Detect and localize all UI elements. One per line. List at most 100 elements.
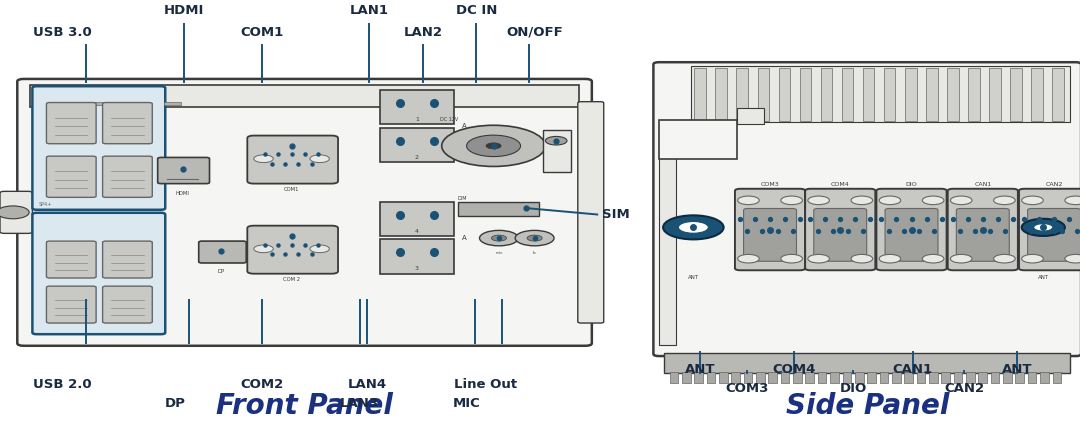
Bar <box>1052 68 1064 121</box>
Text: CAN1: CAN1 <box>974 181 991 187</box>
Bar <box>757 68 769 121</box>
Bar <box>966 372 974 383</box>
Circle shape <box>0 206 29 219</box>
Circle shape <box>254 155 273 163</box>
Bar <box>954 372 962 383</box>
Bar <box>818 372 826 383</box>
Circle shape <box>663 215 724 239</box>
Text: LAN1: LAN1 <box>350 4 389 17</box>
Text: 2: 2 <box>415 155 419 160</box>
FancyBboxPatch shape <box>247 136 338 184</box>
Circle shape <box>738 254 759 263</box>
Bar <box>781 372 789 383</box>
Circle shape <box>851 254 873 263</box>
Bar <box>458 202 539 216</box>
Text: mic: mic <box>496 251 502 255</box>
Circle shape <box>467 135 521 157</box>
Text: COM 2: COM 2 <box>283 277 300 282</box>
Text: HDMI: HDMI <box>176 191 189 196</box>
FancyBboxPatch shape <box>103 286 152 323</box>
Bar <box>947 68 959 121</box>
Text: LAN4: LAN4 <box>348 378 387 391</box>
Bar <box>380 202 454 236</box>
Circle shape <box>879 254 901 263</box>
Text: DC 12V: DC 12V <box>440 117 458 122</box>
Text: Front Panel: Front Panel <box>216 392 393 420</box>
Bar <box>756 372 765 383</box>
Text: 1: 1 <box>415 117 419 122</box>
Circle shape <box>310 245 329 253</box>
Bar <box>681 372 690 383</box>
Text: COM4: COM4 <box>772 363 815 375</box>
Text: COM1: COM1 <box>284 187 299 192</box>
Text: DIO: DIO <box>906 181 917 187</box>
Circle shape <box>738 196 759 205</box>
Bar <box>904 372 913 383</box>
Bar <box>769 372 778 383</box>
FancyBboxPatch shape <box>806 189 876 270</box>
Bar <box>1053 372 1062 383</box>
Bar <box>779 68 791 121</box>
FancyBboxPatch shape <box>814 208 867 261</box>
Bar <box>968 68 980 121</box>
Circle shape <box>491 235 507 241</box>
Bar <box>879 372 888 383</box>
Text: Side Panel: Side Panel <box>785 392 949 420</box>
Text: USB 2.0: USB 2.0 <box>33 378 92 391</box>
Bar <box>719 372 728 383</box>
Bar <box>892 372 901 383</box>
Text: DP: DP <box>218 269 225 274</box>
Text: ON/OFF: ON/OFF <box>507 26 563 39</box>
Bar <box>664 353 1070 373</box>
Bar <box>841 68 853 121</box>
Circle shape <box>781 254 802 263</box>
Bar <box>706 372 715 383</box>
Bar <box>543 130 571 172</box>
Bar <box>715 68 727 121</box>
Text: lo: lo <box>532 251 537 255</box>
Circle shape <box>480 230 518 246</box>
Bar <box>121 102 138 105</box>
Text: COM3: COM3 <box>726 382 769 395</box>
Text: LAN2: LAN2 <box>404 26 443 39</box>
FancyBboxPatch shape <box>32 213 165 334</box>
Circle shape <box>486 143 501 149</box>
Text: DIO: DIO <box>839 382 867 395</box>
Circle shape <box>1065 196 1080 205</box>
Bar <box>744 372 753 383</box>
Circle shape <box>545 136 567 145</box>
Bar <box>737 108 764 124</box>
Text: DIM: DIM <box>458 196 468 201</box>
Bar <box>691 66 1070 122</box>
Text: COM2: COM2 <box>241 378 284 391</box>
FancyBboxPatch shape <box>1028 208 1080 261</box>
Circle shape <box>950 196 972 205</box>
FancyBboxPatch shape <box>957 208 1009 261</box>
Circle shape <box>1022 196 1043 205</box>
Circle shape <box>527 235 542 241</box>
Text: 3: 3 <box>415 266 419 271</box>
Bar <box>694 68 706 121</box>
Text: ANT: ANT <box>1002 363 1032 375</box>
Bar <box>842 372 851 383</box>
Circle shape <box>678 221 708 233</box>
Text: SIM: SIM <box>602 208 630 221</box>
Text: ANT: ANT <box>1038 275 1049 280</box>
FancyBboxPatch shape <box>46 156 96 197</box>
FancyBboxPatch shape <box>199 241 246 263</box>
Bar <box>89 102 106 105</box>
Text: DC IN: DC IN <box>456 4 497 17</box>
Bar <box>926 68 937 121</box>
Circle shape <box>950 254 972 263</box>
Bar <box>670 372 678 383</box>
Text: A: A <box>462 123 467 129</box>
Circle shape <box>994 254 1015 263</box>
FancyBboxPatch shape <box>886 208 937 261</box>
Text: Line Out: Line Out <box>455 378 517 391</box>
Bar <box>1003 372 1012 383</box>
FancyBboxPatch shape <box>103 103 152 144</box>
Text: SP4+: SP4+ <box>39 202 52 207</box>
Bar <box>380 239 454 274</box>
FancyBboxPatch shape <box>744 208 797 261</box>
Bar <box>917 372 926 383</box>
